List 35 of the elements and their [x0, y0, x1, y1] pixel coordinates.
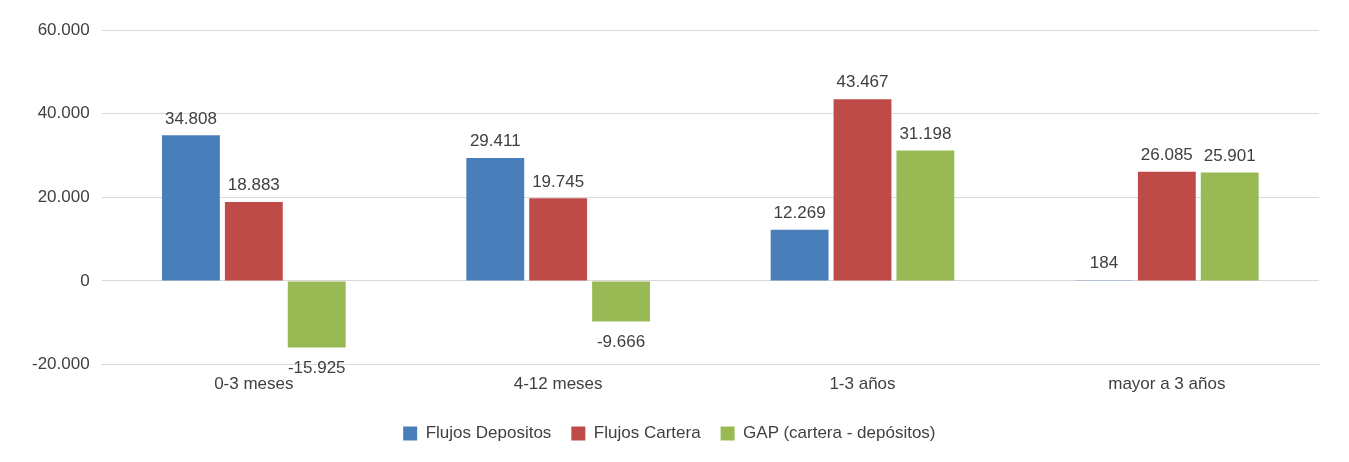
data-label: -9.666	[596, 331, 646, 351]
y-tick-label: 0	[80, 270, 90, 290]
bar	[1137, 171, 1196, 281]
data-label: 184	[1089, 253, 1119, 273]
x-tick-label: 0-3 meses	[214, 374, 294, 394]
bar	[1200, 172, 1259, 281]
data-label: 25.901	[1203, 145, 1256, 165]
bar	[592, 281, 650, 322]
bar	[224, 201, 283, 281]
bar	[466, 157, 525, 281]
x-tick-label: 4-12 meses	[513, 374, 603, 394]
data-label: 34.808	[164, 108, 217, 128]
bar	[770, 229, 829, 281]
y-tick-label: 40.000	[37, 103, 90, 123]
y-tick-label: 60.000	[37, 19, 90, 39]
data-label: -15.925	[287, 357, 346, 377]
data-label: 19.745	[532, 171, 585, 191]
legend-label: Flujos Depositos	[425, 423, 552, 443]
y-tick-label: -20.000	[31, 354, 90, 374]
x-tick-label: 1-3 años	[829, 374, 896, 394]
bar	[529, 198, 588, 281]
data-label: 29.411	[469, 131, 521, 151]
data-label: 43.467	[836, 72, 889, 92]
legend-label: GAP (cartera - depósitos)	[743, 423, 936, 443]
legend-label: Flujos Cartera	[593, 423, 702, 443]
bar	[287, 281, 346, 348]
bar	[162, 135, 220, 281]
data-label: 18.883	[227, 175, 280, 195]
data-label: 31.198	[899, 123, 952, 143]
data-label: 12.269	[773, 202, 826, 222]
bar	[896, 150, 955, 281]
x-tick-label: mayor a 3 años	[1108, 374, 1226, 394]
y-tick-label: 20.000	[37, 186, 90, 206]
bar	[833, 99, 892, 281]
data-label: 26.085	[1140, 145, 1193, 165]
